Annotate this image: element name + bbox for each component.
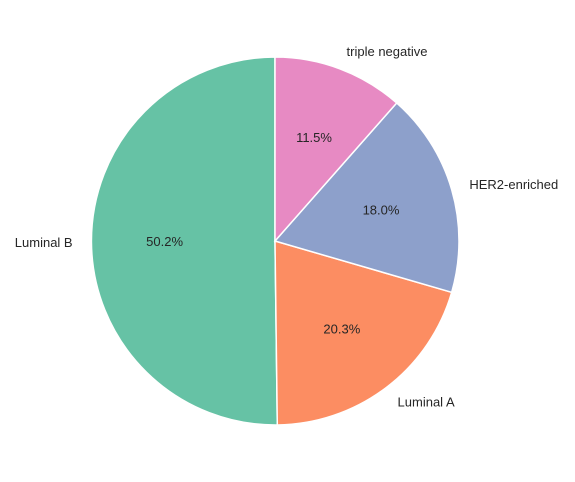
- percent-label-luminal-b: 50.2%: [146, 234, 183, 249]
- pie-slice-luminal-b: [90, 56, 279, 426]
- category-label-luminal-a: Luminal A: [398, 395, 455, 410]
- pie-slice-her2-enriched: [273, 101, 460, 294]
- pie-labels: 50.2% Luminal B 20.3% Luminal A 18.0% HER2-en…: [15, 44, 558, 409]
- percent-label-luminal-a: 20.3%: [323, 321, 360, 336]
- category-label-triple-negative: triple negative: [347, 44, 428, 59]
- pie-slice-luminal-a: [274, 239, 453, 426]
- percent-label-her2-enriched: 18.0%: [363, 203, 400, 218]
- category-label-luminal-b: Luminal B: [15, 235, 73, 250]
- pie-slices: [90, 56, 460, 426]
- pie-slice-triple-negative: [274, 56, 398, 243]
- category-label-her2-enriched: HER2-enriched: [469, 177, 558, 192]
- percent-label-triple-negative: 11.5%: [296, 130, 332, 145]
